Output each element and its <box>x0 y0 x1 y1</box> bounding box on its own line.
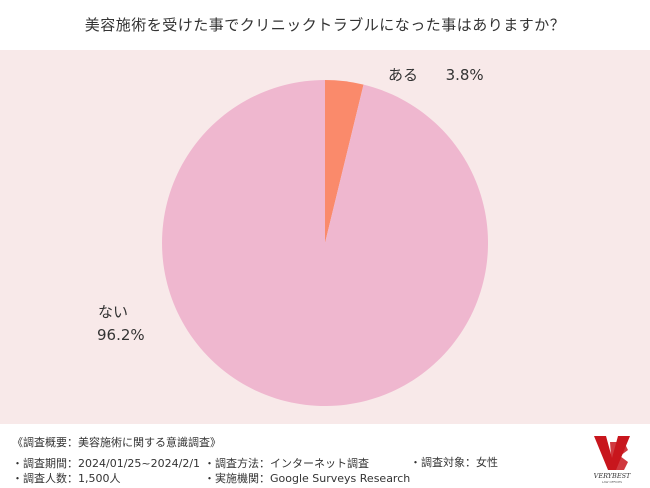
chart-title: 美容施術を受けた事でクリニックトラブルになった事はありますか？ <box>84 16 566 34</box>
pie-slice-nai <box>162 80 489 406</box>
label-aru: ある 3.8% <box>388 63 484 87</box>
label-aru-name: ある <box>388 66 419 84</box>
survey-count: ・調査人数：1,500人 <box>12 472 121 485</box>
pie-slice-aru <box>325 80 364 243</box>
survey-agency: ・実施機関：Google Surveys Research <box>204 472 411 485</box>
label-aru-value: 3.8% <box>445 66 484 84</box>
survey-summary: 《調査概要：美容施術に関する意識調査》 <box>12 436 221 449</box>
survey-method: ・調査方法：インターネット調査 <box>204 457 369 470</box>
verybest-logo-mark: VERYBEST LAW OFFICES <box>594 436 631 484</box>
label-nai-name: ない <box>98 303 129 321</box>
verybest-logo: VERYBEST LAW OFFICES <box>590 432 634 484</box>
svg-text:VERYBEST: VERYBEST <box>594 472 631 480</box>
pie-chart <box>162 80 489 406</box>
chart-panel: ある 3.8% ない 96.2% <box>0 50 650 424</box>
svg-text:LAW OFFICES: LAW OFFICES <box>602 480 622 484</box>
survey-period: ・調査期間：2024/01/25~2024/2/1 <box>12 457 201 470</box>
survey-footer: 《調査概要：美容施術に関する意識調査》 ・調査期間：2024/01/25~202… <box>0 424 650 488</box>
survey-target: ・調査対象：女性 <box>410 456 498 469</box>
label-nai-value: 96.2% <box>97 326 145 344</box>
